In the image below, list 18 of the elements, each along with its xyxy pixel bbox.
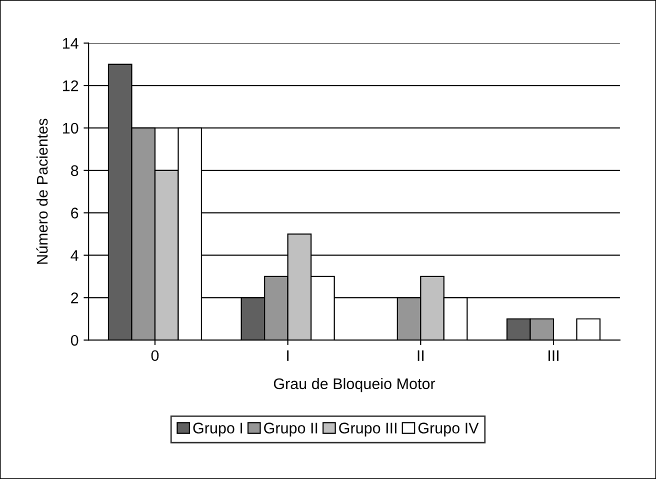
legend-label: Grupo II	[264, 422, 318, 437]
y-tick-label: 12	[63, 80, 78, 92]
y-tick-label: 6	[71, 208, 78, 218]
y-tick-label: 4	[70, 250, 78, 261]
y-tick-label: 10	[63, 122, 78, 134]
y-tick-label: 8	[71, 165, 78, 176]
x-axis-title: Grau de Bloqueio Motor	[274, 378, 436, 392]
y-tick-label: 14	[63, 38, 78, 49]
y-axis-title: Número de Pacientes	[36, 118, 48, 264]
x-tick-label: III	[548, 350, 558, 361]
legend-label: Grupo IV	[418, 422, 479, 437]
x-tick-label: 0	[151, 350, 159, 362]
x-tick-label: II	[418, 350, 424, 361]
legend-label: Grupo I	[193, 422, 242, 437]
x-tick-label: I	[287, 350, 289, 361]
legend-label: Grupo III	[339, 422, 396, 437]
y-tick-label: 0	[70, 334, 78, 346]
y-tick-label: 2	[71, 292, 78, 304]
